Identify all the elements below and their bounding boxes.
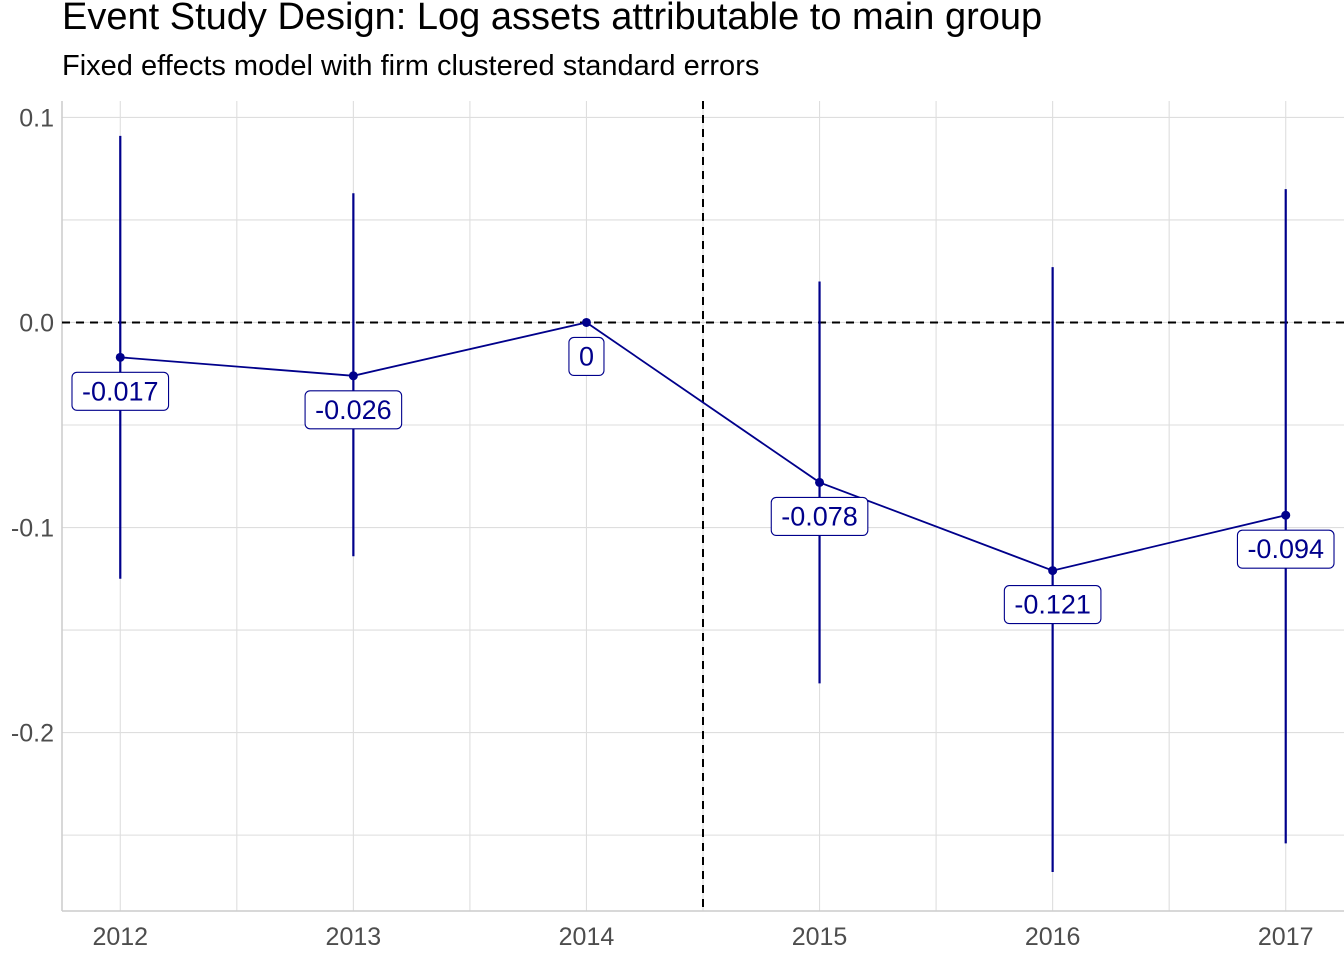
data-label-box	[304, 390, 403, 430]
y-tick-label: -0.1	[11, 515, 54, 543]
data-label-box	[71, 371, 170, 411]
data-label: -0.026	[315, 395, 392, 425]
data-label-box	[568, 336, 605, 377]
axis-layer	[61, 101, 1344, 912]
chart-title: Event Study Design: Log assets attributa…	[62, 0, 1043, 38]
data-point	[815, 477, 825, 487]
data-label: -0.094	[1247, 534, 1324, 564]
tick-labels: 0.1 0.0 -0.1 -0.2 2012 2013 2014 2015 2016 2017	[11, 104, 1314, 951]
y-tick-label: 0.1	[19, 104, 54, 132]
x-tick-label: 2016	[1025, 923, 1081, 951]
data-label-group: -0.026	[304, 390, 403, 430]
data-point	[348, 371, 358, 381]
data-label-box	[770, 496, 869, 536]
x-tick-label: 2013	[326, 923, 382, 951]
data-points	[115, 317, 1291, 576]
data-label-group: 0	[568, 336, 605, 377]
data-point	[115, 352, 125, 362]
data-point	[581, 317, 591, 327]
data-label: -0.078	[781, 501, 858, 531]
data-label-group: -0.017	[71, 371, 170, 411]
reference-lines	[62, 101, 1344, 911]
series-line	[120, 321, 1286, 572]
data-label-box	[1236, 529, 1335, 569]
x-tick-label: 2014	[559, 923, 615, 951]
x-tick-label: 2015	[792, 923, 848, 951]
data-label-group: -0.121	[1003, 585, 1102, 625]
data-label: -0.017	[82, 376, 159, 406]
x-tick-label: 2017	[1258, 923, 1314, 951]
data-label: -0.121	[1014, 590, 1091, 620]
y-tick-label: 0.0	[19, 309, 54, 337]
data-label-group: -0.094	[1236, 529, 1335, 569]
x-tick-label: 2012	[92, 923, 148, 951]
data-point	[1048, 566, 1058, 576]
data-labels: -0.017 -0.026 0 -0.078 -0.121 -0.094	[71, 336, 1335, 625]
data-point	[1281, 510, 1291, 520]
series-line-path	[120, 321, 1286, 572]
data-label-group: -0.078	[770, 496, 869, 536]
data-label: 0	[579, 341, 594, 371]
data-label-box	[1003, 585, 1102, 625]
chart-subtitle: Fixed effects model with firm clustered …	[62, 50, 760, 82]
y-tick-label: -0.2	[11, 720, 54, 748]
